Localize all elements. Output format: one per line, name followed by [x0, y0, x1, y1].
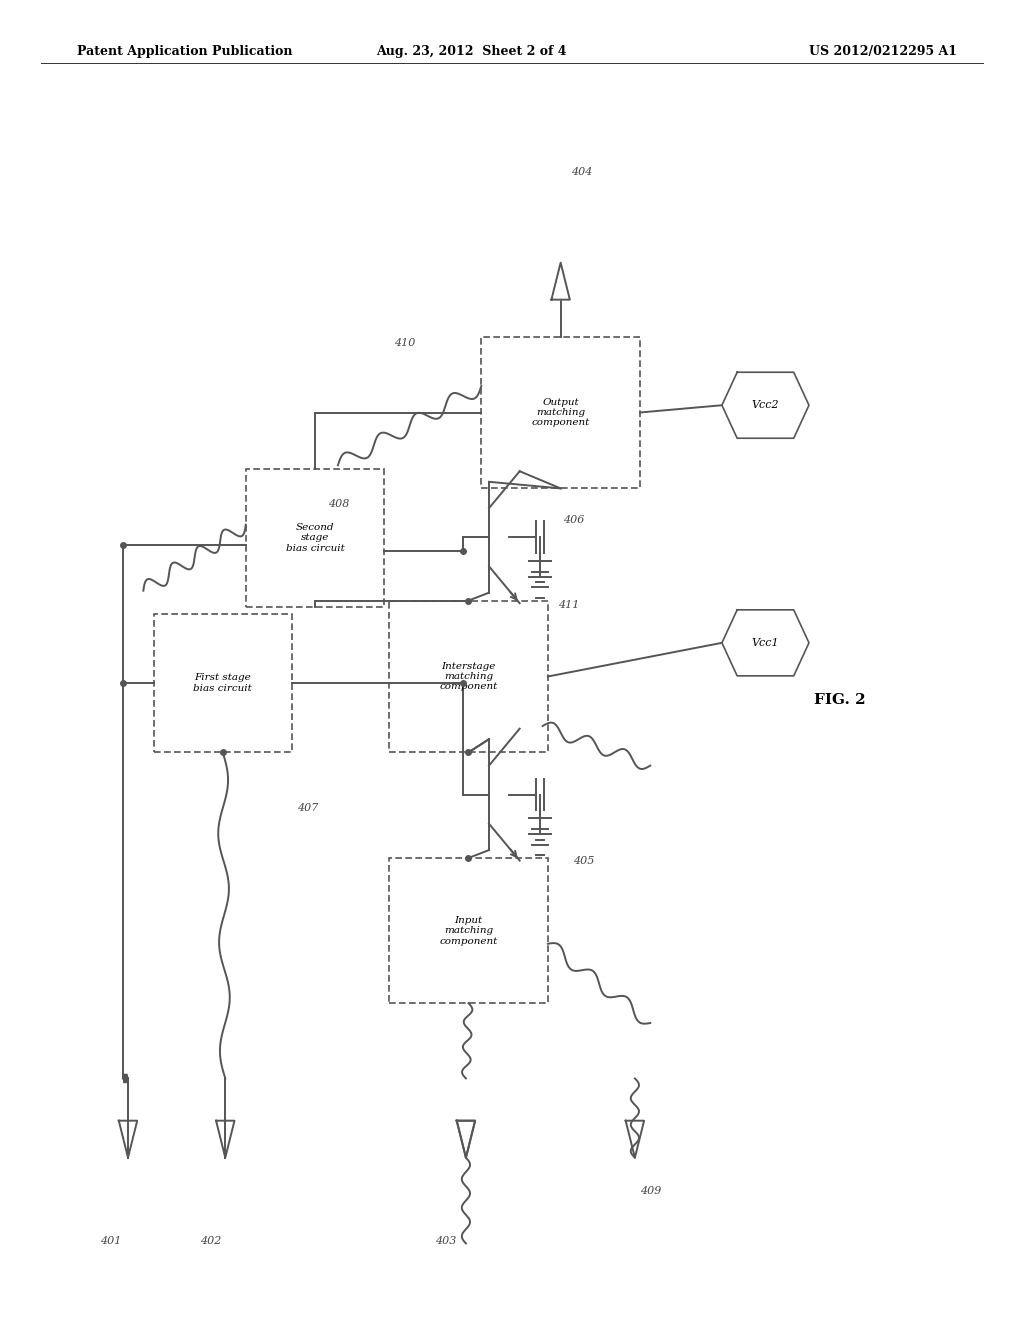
Text: Patent Application Publication: Patent Application Publication [77, 45, 292, 58]
Text: FIG. 2: FIG. 2 [814, 693, 865, 706]
Text: 411: 411 [558, 599, 580, 610]
Text: Aug. 23, 2012  Sheet 2 of 4: Aug. 23, 2012 Sheet 2 of 4 [376, 45, 566, 58]
Bar [389, 858, 548, 1003]
Text: 404: 404 [571, 166, 593, 177]
Text: 402: 402 [200, 1236, 221, 1246]
Text: Second
stage
bias circuit: Second stage bias circuit [286, 523, 344, 553]
Text: 401: 401 [100, 1236, 122, 1246]
Text: Output
matching
component: Output matching component [531, 397, 590, 428]
Bar [481, 337, 640, 488]
Polygon shape [119, 1121, 137, 1158]
Polygon shape [626, 1121, 644, 1158]
Bar [154, 614, 292, 752]
Text: 407: 407 [297, 803, 318, 813]
Polygon shape [722, 610, 809, 676]
Polygon shape [457, 1121, 475, 1158]
Text: Vcc2: Vcc2 [752, 400, 779, 411]
Polygon shape [216, 1121, 234, 1158]
Text: First stage
bias circuit: First stage bias circuit [194, 673, 252, 693]
Polygon shape [457, 1121, 475, 1158]
Text: US 2012/0212295 A1: US 2012/0212295 A1 [809, 45, 957, 58]
Text: 409: 409 [640, 1185, 662, 1196]
Text: 403: 403 [435, 1236, 457, 1246]
Bar [246, 469, 384, 607]
Text: 405: 405 [573, 855, 595, 866]
Polygon shape [722, 372, 809, 438]
Text: 408: 408 [328, 499, 349, 510]
Text: 406: 406 [563, 515, 585, 525]
Text: Vcc1: Vcc1 [752, 638, 779, 648]
Bar [389, 601, 548, 752]
Polygon shape [551, 263, 569, 300]
Text: Input
matching
component: Input matching component [439, 916, 498, 945]
Text: Interstage
matching
component: Interstage matching component [439, 661, 498, 692]
Text: 410: 410 [394, 338, 416, 348]
